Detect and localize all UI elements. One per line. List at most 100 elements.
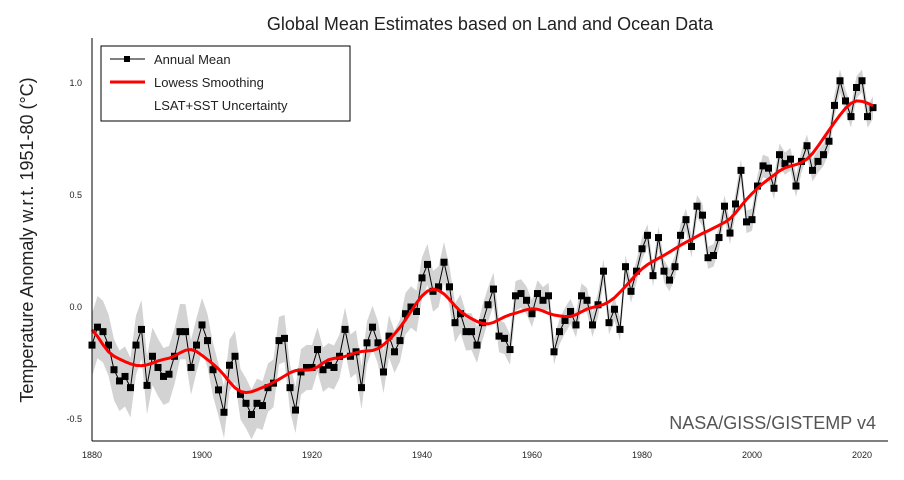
- annual-mean-point: [143, 381, 151, 389]
- annual-mean-point: [655, 234, 662, 242]
- annual-mean-point: [132, 341, 140, 349]
- annual-mean-point: [402, 310, 409, 318]
- annual-mean-point: [517, 290, 525, 298]
- annual-mean-point: [165, 370, 173, 378]
- annual-mean-point: [440, 258, 448, 266]
- annual-mean-point: [292, 406, 299, 414]
- annual-mean-point: [308, 363, 316, 371]
- annual-mean-point: [297, 368, 305, 376]
- annual-mean-point: [842, 97, 849, 105]
- lowess-line: [90, 99, 874, 395]
- annual-mean-point: [303, 363, 310, 371]
- annual-mean-point: [710, 251, 717, 259]
- annual-mean-point: [523, 296, 530, 304]
- annual-mean-point: [363, 339, 371, 347]
- annual-mean-point: [231, 352, 239, 360]
- annual-mean-point: [121, 372, 129, 380]
- x-tick-label: 1880: [82, 450, 102, 460]
- x-tick-label: 2020: [852, 450, 872, 460]
- annual-mean-point: [556, 328, 563, 336]
- annual-mean-point: [407, 303, 415, 311]
- annual-mean-point: [792, 182, 800, 190]
- watermark: NASA/GISS/GISTEMP v4: [669, 413, 876, 433]
- annual-mean-point: [693, 202, 701, 210]
- annual-mean-point: [770, 184, 778, 192]
- uncertainty-area: [92, 69, 873, 440]
- annual-mean-point: [468, 328, 475, 336]
- annual-mean-point: [682, 216, 690, 224]
- annual-mean-point: [732, 200, 739, 208]
- x-tick-label: 1960: [522, 450, 542, 460]
- annual-mean-point: [369, 323, 376, 331]
- annual-mean-point: [809, 166, 816, 174]
- annual-mean-point: [193, 341, 200, 349]
- annual-mean-point: [484, 301, 492, 309]
- annual-mean-point: [748, 216, 756, 224]
- annual-mean-point: [600, 267, 607, 275]
- legend: Annual Mean Lowess Smoothing LSAT+SST Un…: [100, 45, 351, 122]
- annual-mean-point: [435, 283, 442, 291]
- annual-mean-point: [138, 325, 145, 333]
- annual-mean-point: [220, 408, 228, 416]
- annual-mean-point: [226, 361, 233, 369]
- annual-mean-point: [176, 328, 184, 336]
- y-tick-label: 0.5: [69, 190, 82, 200]
- annual-mean-point: [820, 151, 827, 159]
- annual-mean-point: [330, 363, 338, 371]
- annual-mean-point: [319, 366, 327, 374]
- annual-mean-point: [160, 372, 167, 380]
- annual-mean-point: [847, 113, 855, 121]
- annual-mean-point: [495, 332, 503, 340]
- annual-mean-point: [501, 334, 508, 342]
- annual-mean-point: [512, 292, 519, 300]
- legend-uncertainty-label: LSAT+SST Uncertainty: [154, 98, 288, 113]
- annual-mean-point: [275, 337, 283, 345]
- annual-mean-point: [286, 384, 294, 392]
- annual-mean-point: [605, 319, 613, 327]
- annual-mean-point: [737, 166, 745, 174]
- legend-lowess-label: Lowess Smoothing: [154, 75, 264, 90]
- annual-mean-point: [490, 285, 497, 293]
- annual-mean-point: [127, 384, 134, 392]
- annual-mean-point: [726, 229, 734, 237]
- y-tick-label: -0.5: [66, 414, 82, 424]
- annual-mean-point: [688, 243, 695, 251]
- annual-mean-point: [633, 267, 640, 275]
- annual-mean-point: [248, 411, 255, 419]
- annual-mean-point: [429, 287, 437, 295]
- annual-mean-point: [704, 254, 712, 262]
- annual-mean-point: [424, 260, 431, 268]
- annual-mean-point: [561, 316, 569, 324]
- annual-mean-point: [105, 341, 112, 349]
- x-tick-label: 1920: [302, 450, 322, 460]
- annual-mean-point: [281, 334, 288, 342]
- annual-mean-point: [253, 399, 261, 407]
- annual-mean-point: [814, 157, 822, 165]
- annual-mean-point: [666, 276, 673, 284]
- annual-mean-point: [462, 328, 470, 336]
- annual-mean-point: [649, 272, 657, 280]
- annual-mean-point: [743, 218, 750, 226]
- annual-mean-point: [638, 245, 646, 253]
- annual-mean-point: [781, 160, 789, 168]
- annual-mean-point: [539, 296, 547, 304]
- y-ticks: -0.5 0.0 0.5 1.0: [66, 78, 82, 424]
- annual-mean-point: [622, 263, 629, 271]
- annual-mean-point: [215, 386, 222, 394]
- annual-mean-point: [347, 352, 354, 360]
- annual-mean-point: [116, 377, 123, 385]
- annual-mean-point: [715, 234, 723, 242]
- annual-mean-point: [803, 142, 811, 150]
- annual-mean-point: [578, 292, 585, 300]
- legend-annual-label: Annual Mean: [154, 52, 231, 67]
- annual-mean-point: [550, 348, 558, 356]
- annual-mean-point: [864, 113, 871, 121]
- annual-mean-point: [451, 319, 459, 327]
- annual-mean-point: [473, 341, 481, 349]
- annual-mean-point: [534, 290, 541, 298]
- annual-mean-point: [677, 231, 684, 239]
- annual-mean-point: [237, 390, 244, 398]
- y-tick-label: 1.0: [69, 78, 82, 88]
- annual-mean-point: [204, 337, 211, 345]
